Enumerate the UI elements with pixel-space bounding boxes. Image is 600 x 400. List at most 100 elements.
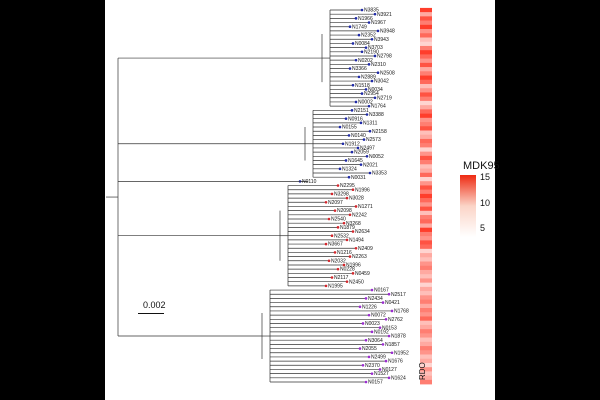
heatmap-cell [420, 7, 432, 13]
tip-label: N3064 [368, 338, 383, 344]
tip-label: N2517 [391, 292, 406, 298]
heatmap-cell [420, 50, 432, 55]
tip-label: N3042 [374, 79, 389, 85]
heatmap-cell [420, 67, 432, 72]
tip-point [354, 246, 358, 250]
tip-label: N1996 [346, 263, 361, 269]
tip-label: N2540 [331, 217, 346, 223]
heatmap-strip-label: RDO [418, 362, 427, 380]
tip-point [336, 184, 340, 187]
heatmap-cell [420, 130, 432, 136]
heatmap-cell [420, 354, 432, 360]
tip-point [378, 326, 382, 329]
heatmap-cell [420, 29, 432, 34]
heatmap-cell [420, 312, 432, 317]
tip-point [367, 21, 371, 24]
tip-label: N2032 [331, 258, 346, 264]
tip-label: N1995 [328, 283, 343, 289]
tip-point [338, 125, 342, 129]
heatmap-cell [420, 358, 432, 364]
tip-point [370, 37, 374, 41]
tip-point [367, 313, 371, 317]
tip-label: N1271 [358, 204, 373, 210]
tip-point [351, 42, 355, 45]
tip-label: N1527 [374, 371, 389, 377]
tip-label: N2158 [372, 129, 387, 135]
legend-title: MDK95 [463, 160, 500, 172]
tip-point [370, 330, 374, 334]
heatmap-cell [420, 210, 432, 216]
tip-label: N0023 [365, 321, 380, 327]
tip-point [376, 29, 380, 33]
legend-tick-5: 5 [480, 223, 486, 233]
tip-label: N0084 [355, 41, 370, 47]
heatmap-cell [420, 274, 432, 279]
tip-point [345, 196, 349, 200]
tip-label: N2055 [362, 346, 377, 352]
tip-label: N0110 [302, 179, 317, 185]
heatmap-cell [420, 346, 432, 351]
tip-point [358, 347, 362, 350]
tip-point [376, 71, 380, 74]
tip-label: N2059 [354, 150, 369, 156]
heatmap-cell [420, 223, 432, 229]
tip-label: N0157 [368, 380, 383, 386]
tip-label: N0192 [374, 329, 389, 335]
heatmap-cell [420, 375, 432, 381]
tip-label: N1216 [337, 250, 352, 256]
heatmap-cell [420, 12, 432, 17]
heatmap-cell [420, 286, 432, 292]
tip-label: N2190 [364, 49, 379, 55]
tip-label: N0228 [340, 267, 355, 273]
tip-point [367, 355, 371, 359]
heatmap-cell [420, 193, 432, 199]
heatmap-cell [420, 37, 432, 43]
heatmap-cell [420, 20, 432, 26]
heatmap-cell [420, 291, 432, 296]
tip-label: N2098 [337, 208, 352, 214]
legend-color-bar [460, 175, 476, 237]
tip-label: N0421 [385, 300, 400, 306]
tip-point [324, 200, 328, 204]
tip-point [384, 359, 388, 363]
tip-point [362, 138, 366, 141]
tip-label: N0916 [348, 116, 363, 122]
tip-label: N2352 [361, 33, 376, 39]
heatmap-cell [420, 379, 432, 385]
tip-point [365, 154, 369, 158]
tip-point [364, 380, 368, 384]
tip-point [350, 150, 354, 154]
tip-label: N2573 [366, 137, 381, 143]
tip-label: N1494 [349, 237, 364, 243]
heatmap-cell [420, 350, 432, 355]
heatmap-cell [420, 122, 432, 127]
tip-point [361, 322, 365, 325]
tip-point [342, 263, 346, 267]
heatmap-cell [420, 333, 432, 338]
tip-label: N0031 [351, 175, 366, 181]
tip-point [373, 54, 377, 58]
tip-point [387, 292, 391, 296]
heatmap-cell [420, 303, 432, 309]
tip-point [324, 242, 328, 246]
heatmap-cell [420, 198, 432, 203]
tip-label: N2310 [371, 62, 386, 68]
tip-label: N2242 [352, 212, 367, 218]
tip-point [356, 146, 360, 150]
heatmap-cell [420, 269, 432, 275]
heatmap-cell [420, 151, 432, 157]
heatmap-cell [420, 324, 432, 330]
heatmap-cell [420, 41, 432, 47]
tip-point [365, 113, 369, 116]
heatmap-cell [420, 231, 432, 237]
heatmap-cell [420, 244, 432, 250]
tip-label: N2634 [355, 229, 370, 235]
tip-label: N2508 [380, 70, 395, 76]
heatmap-cell [420, 202, 432, 207]
heatmap-cell [420, 265, 432, 271]
heatmap-cell [420, 134, 432, 140]
heatmap-cell [420, 337, 432, 343]
heatmap-cell [420, 117, 432, 123]
tip-label: N3298 [334, 192, 349, 198]
